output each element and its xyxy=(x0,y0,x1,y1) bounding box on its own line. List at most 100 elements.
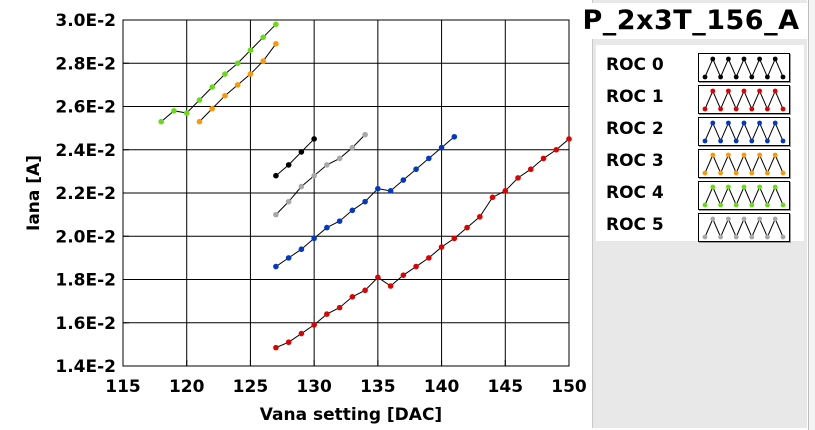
y-tick-label: 2.6E-2 xyxy=(55,98,116,118)
data-point xyxy=(222,71,228,77)
legend-marker xyxy=(772,216,778,222)
series-3 xyxy=(196,40,279,125)
data-point xyxy=(273,40,279,47)
legend-marker xyxy=(733,138,739,144)
legend-marker xyxy=(710,56,716,62)
legend-marker xyxy=(780,170,786,176)
legend-label: ROC 0 xyxy=(606,55,664,75)
data-point xyxy=(336,218,343,224)
legend-marker xyxy=(718,106,723,112)
legend-marker xyxy=(765,170,770,176)
data-point xyxy=(362,287,368,294)
data-point xyxy=(375,185,381,192)
data-point xyxy=(426,255,432,261)
legend-item-roc-2: ROC 2 xyxy=(596,115,804,146)
data-point xyxy=(375,274,381,281)
legend-marker xyxy=(710,184,716,190)
data-point xyxy=(273,172,279,179)
data-point xyxy=(158,118,165,125)
data-point xyxy=(400,177,407,183)
legend-line xyxy=(704,185,784,207)
series-4 xyxy=(158,21,279,125)
series-1 xyxy=(273,136,572,351)
x-tick-label: 145 xyxy=(488,377,524,397)
data-point xyxy=(540,155,547,162)
data-point xyxy=(234,82,241,88)
x-tick-label: 115 xyxy=(105,377,141,397)
legend-item-roc-4: ROC 4 xyxy=(596,179,804,210)
data-point xyxy=(196,97,203,103)
legend-marker xyxy=(741,88,747,94)
data-point xyxy=(413,263,419,270)
data-point xyxy=(298,149,305,155)
y-tick-label: 2.8E-2 xyxy=(55,54,116,74)
series-line xyxy=(160,23,277,123)
legend-line xyxy=(704,57,784,79)
x-tick-label: 125 xyxy=(233,377,269,397)
data-point xyxy=(311,172,317,179)
legend-marker xyxy=(718,138,723,144)
legend-marker xyxy=(726,152,731,158)
legend-marker xyxy=(765,138,770,144)
legend-marker xyxy=(733,170,739,176)
legend-marker xyxy=(702,74,708,80)
chart-title: P_2x3T_156_A xyxy=(574,3,808,39)
data-point xyxy=(273,263,279,270)
legend-label: ROC 4 xyxy=(606,183,664,203)
legend-marker xyxy=(710,216,716,222)
data-point xyxy=(183,110,190,116)
data-point xyxy=(247,47,254,54)
legend-marker xyxy=(772,56,778,62)
legend-marker xyxy=(749,170,755,176)
legend-marker xyxy=(765,74,770,80)
series-0 xyxy=(273,136,317,179)
data-point xyxy=(413,166,419,173)
legend-marker xyxy=(757,216,762,222)
legend-marker xyxy=(702,170,708,176)
legend-marker xyxy=(741,184,747,190)
legend-swatch-icon xyxy=(698,85,790,114)
data-point xyxy=(324,311,330,317)
data-point xyxy=(311,322,317,328)
data-point xyxy=(553,146,560,153)
legend-swatch-icon xyxy=(698,117,790,146)
legend-marker xyxy=(757,88,762,94)
legend-marker xyxy=(733,234,739,240)
y-tick-label: 1.6E-2 xyxy=(55,314,116,334)
y-tick-label: 2.0E-2 xyxy=(55,227,116,247)
data-point xyxy=(298,330,305,337)
legend-marker xyxy=(726,88,731,94)
x-tick-label: 140 xyxy=(424,377,460,397)
data-point xyxy=(324,162,330,168)
data-point xyxy=(171,108,177,114)
legend-marker xyxy=(757,120,762,126)
legend-swatch-icon xyxy=(698,213,790,242)
series-line xyxy=(275,138,315,177)
legend: ROC 0 ROC 1 ROC 2 ROC 3 ROC 4 ROC 5 xyxy=(596,45,804,242)
legend-item-roc-1: ROC 1 xyxy=(596,83,804,114)
data-point xyxy=(349,144,356,151)
legend-marker xyxy=(780,234,786,240)
legend-marker xyxy=(726,216,731,222)
legend-marker xyxy=(757,56,762,62)
legend-line xyxy=(704,217,784,239)
x-tick-labels: 115 120 125 130 135 140 145 150 xyxy=(105,377,587,397)
y-tick-labels: 1.4E-2 1.6E-2 1.8E-2 2.0E-2 2.2E-2 2.4E-2 2.6E… xyxy=(55,11,116,377)
legend-marker xyxy=(710,120,716,126)
legend-item-roc-0: ROC 0 xyxy=(596,51,804,82)
data-point xyxy=(426,155,432,162)
data-point xyxy=(400,272,407,278)
y-tick-label: 1.8E-2 xyxy=(55,271,116,291)
series-2 xyxy=(273,133,458,270)
legend-line xyxy=(704,89,784,111)
data-point xyxy=(527,166,534,173)
legend-marker xyxy=(733,106,739,112)
legend-marker xyxy=(772,184,778,190)
legend-marker xyxy=(741,56,747,62)
data-point xyxy=(464,224,470,231)
legend-marker xyxy=(710,152,716,158)
panel-divider xyxy=(592,0,593,428)
data-point xyxy=(489,194,496,201)
data-point xyxy=(362,131,368,138)
data-point xyxy=(324,224,330,231)
